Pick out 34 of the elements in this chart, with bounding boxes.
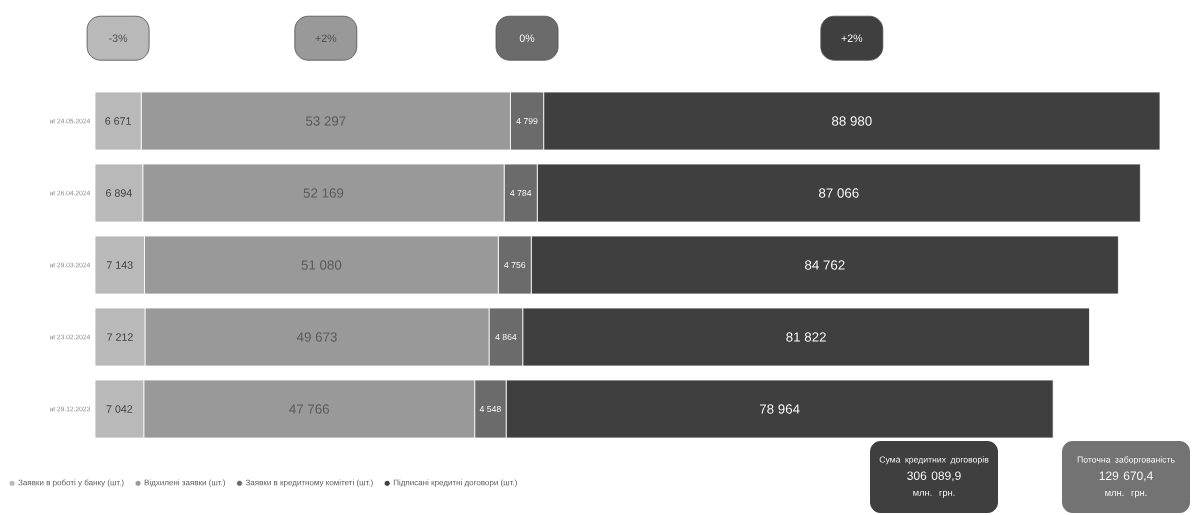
data-label: 51 080: [301, 260, 342, 270]
data-label: 52 169: [303, 188, 344, 198]
text: 129 670,4: [1099, 471, 1153, 482]
text: 306 089,9: [907, 471, 961, 482]
data-label: 7 212: [107, 333, 133, 341]
text: 0%: [519, 34, 535, 42]
data-label: 7 042: [106, 405, 133, 413]
data-label: 53 297: [305, 116, 346, 126]
data-label: 4 756: [504, 261, 526, 269]
data-label: 4 784: [510, 189, 532, 197]
data-label: 81 822: [786, 332, 826, 342]
text: Сума кредитних договорів: [879, 456, 989, 465]
data-label: 4 548: [479, 405, 501, 413]
data-label: 47 766: [289, 404, 330, 414]
text: млн. грн.: [913, 490, 955, 498]
legend-label: Заявки в кредитному комітеті (шт.): [245, 479, 373, 487]
text: -3%: [109, 34, 128, 42]
data-label: 78 964: [759, 404, 800, 414]
legend-label: Відхилені заявки (шт.): [144, 479, 225, 487]
data-label: 84 762: [805, 260, 845, 270]
legend-label: Заявки в роботі у банку (шт.): [18, 479, 124, 487]
legend-label: Підписані кредитні договори (шт.): [393, 479, 517, 487]
text: Поточна заборгованість: [1077, 456, 1175, 465]
data-label: 87 066: [819, 188, 859, 198]
data-label: 4 864: [495, 333, 517, 341]
data-label: 6 894: [106, 189, 132, 197]
text: +2%: [841, 34, 863, 42]
data-label: 4 799: [516, 117, 538, 125]
data-label: 6 671: [105, 117, 131, 125]
text: +2%: [315, 34, 337, 42]
text: млн. грн.: [1105, 490, 1147, 498]
data-label: 49 673: [296, 332, 337, 342]
data-label: 88 980: [832, 116, 872, 126]
data-label: 7 143: [106, 261, 133, 269]
